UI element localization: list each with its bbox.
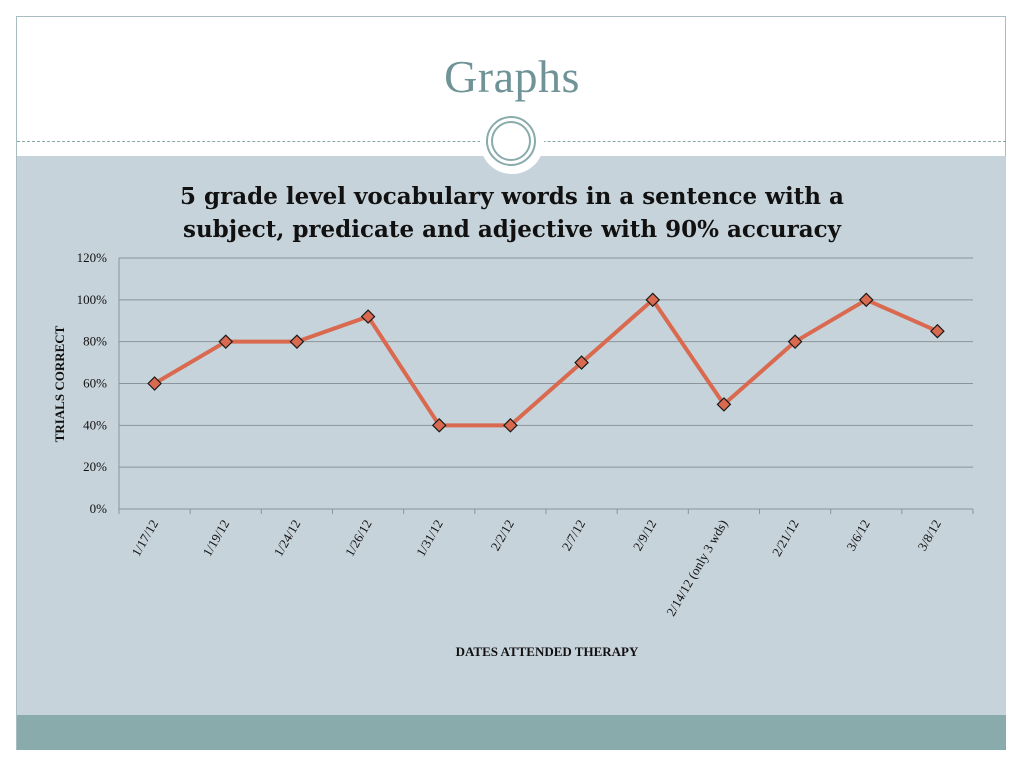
y-tick-label: 20% [83,459,107,474]
x-tick-label: 3/8/12 [914,517,944,553]
data-point [787,334,803,350]
x-tick-label: 2/7/12 [559,517,589,553]
x-tick-label: 2/9/12 [630,517,660,553]
data-point [645,292,661,308]
content-area [17,156,1006,715]
y-tick-label: 60% [83,376,107,391]
series-layer [153,297,939,428]
x-axis-label: DATES ATTENDED THERAPY [455,644,639,659]
data-point [218,334,234,350]
x-tick-label: 2/21/12 [769,517,802,559]
x-tick-label: 1/24/12 [271,517,304,559]
data-point [147,376,162,391]
ornament-outer-ring [486,116,536,166]
y-tick-label: 0% [90,501,108,516]
series-line [153,297,939,428]
slide-title: Graphs [444,51,580,102]
footer-bar [17,715,1006,750]
data-point [858,292,874,308]
x-tick-label: 1/19/12 [199,517,232,559]
axes [118,258,974,514]
x-tick-label: 2/2/12 [487,517,517,553]
data-point [503,417,518,433]
ornament-inner-ring [491,121,531,161]
data-point [360,309,376,324]
x-tick-label: 1/31/12 [413,517,446,559]
data-point [716,397,732,412]
markers [147,292,945,433]
y-tick-label: 80% [83,334,107,349]
data-point [574,355,589,370]
y-tick-labels: 0% 20% 40% 60% 80% 100% 120% [77,250,108,516]
data-point [930,323,945,339]
x-tick-label: 2/14/12 (only 3 wds) [663,517,730,619]
y-tick-label: 120% [77,250,108,265]
x-tick-label: 1/17/12 [128,517,161,559]
chart-title: 5 grade level vocabulary words in a sent… [100,180,924,246]
chart-title-line-2: subject, predicate and adjective with 90… [183,216,841,243]
x-tick-label: 1/26/12 [342,517,375,559]
x-tick-labels: 1/17/12 1/19/12 1/24/12 1/26/12 1/31/12 2/2/1… [128,517,944,619]
x-tick-label: 3/6/12 [843,517,873,553]
data-point [289,334,305,350]
data-point [431,417,447,433]
chart-title-line-1: 5 grade level vocabulary words in a sent… [180,183,844,210]
y-tick-label: 40% [83,417,107,432]
gridlines [119,257,973,468]
y-tick-label: 100% [77,292,108,307]
